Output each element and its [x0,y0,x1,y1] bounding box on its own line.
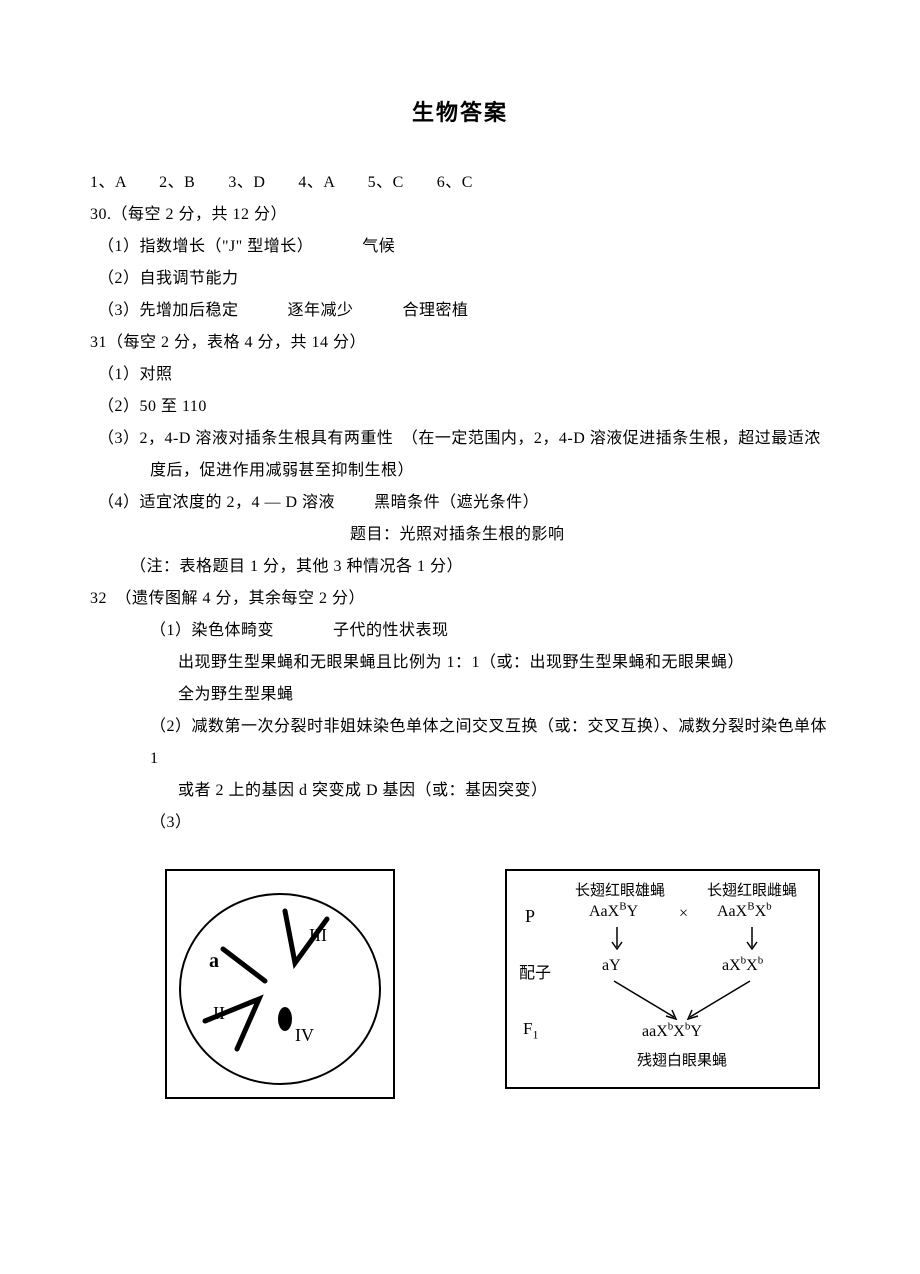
label-IV: IV [295,1025,314,1045]
arrow-down-right [742,925,762,953]
chromosome-a [223,949,265,981]
q32-1b: 子代的性状表现 [333,622,449,639]
q30-3b: 逐年减少 [288,302,354,319]
mc-answers: 1、A 2、B 3、D 4、A 5、C 6、C [90,167,830,199]
q32-header: 32 （遗传图解 4 分，其余每空 2 分） [90,583,830,615]
punnett-F1-label: F1 [523,1019,538,1042]
q31-note: （注：表格题目 1 分，其他 3 种情况各 1 分） [90,551,830,583]
punnett-P-female: AaXBXb [717,903,772,921]
punnett-diagram: 长翅红眼雄蝇 长翅红眼雌蝇 P AaXBY × AaXBXb 配子 aY aXb… [505,869,820,1089]
q30-header: 30.（每空 2 分，共 12 分） [90,199,830,231]
answer-document: 生物答案 1、A 2、B 3、D 4、A 5、C 6、C 30.（每空 2 分，… [0,0,920,1274]
q30-3: （3）先增加后稳定 逐年减少 合理密植 [90,295,830,327]
q31-4: （4）适宜浓度的 2，4 — D 溶液 黑暗条件（遮光条件） [90,487,830,519]
q31-2: （2）50 至 110 [90,391,830,423]
punnett-cross: × [679,905,688,923]
q32-1d: 全为野生型果蝇 [90,679,830,711]
q32-1: （1）染色体畸变 子代的性状表现 [90,615,830,647]
cell-membrane [180,894,380,1084]
punnett-P-label: P [525,906,535,927]
punnett-header-male: 长翅红眼雄蝇 [575,879,665,900]
label-III: III [309,925,327,945]
punnett-gamete-male: aY [602,957,621,975]
label-a: a [209,950,219,972]
q30-1: （1）指数增长（"J" 型增长） 气候 [90,231,830,263]
q32-2b: 或者 2 上的基因 d 突变成 D 基因（或：基因突变） [90,775,830,807]
q31-4b: 黑暗条件（遮光条件） [374,494,539,511]
figures-row: a II III IV 长翅红眼雄蝇 长翅红眼雌蝇 P AaXBY × AaXB… [90,869,830,1099]
q32-1c: 出现野生型果蝇和无眼果蝇且比例为 1：1（或：出现野生型果蝇和无眼果蝇） [90,647,830,679]
q30-1a: （1）指数增长（"J" 型增长） [98,238,313,255]
q31-center: 题目：光照对插条生根的影响 [90,519,830,551]
cell-diagram: a II III IV [165,869,395,1099]
q32-1a: （1）染色体畸变 [150,622,274,639]
punnett-gamete-label: 配子 [519,959,551,983]
page-title: 生物答案 [90,95,830,127]
label-II: II [213,1003,225,1023]
punnett-header-female: 长翅红眼雌蝇 [707,879,797,900]
q31-1: （1）对照 [90,359,830,391]
chromosome-IV [278,1007,292,1031]
q30-1b: 气候 [362,238,395,255]
q32-2a: （2）减数第一次分裂时非姐妹染色单体之间交叉互换（或：交叉互换）、减数分裂时染色… [90,711,830,775]
q30-3a: （3）先增加后稳定 [98,302,239,319]
q31-header: 31（每空 2 分，表格 4 分，共 14 分） [90,327,830,359]
q31-4a: （4）适宜浓度的 2，4 — D 溶液 [98,494,335,511]
q30-3c: 合理密植 [403,302,469,319]
punnett-F1-pheno: 残翅白眼果蝇 [637,1049,727,1070]
cell-svg: a II III IV [167,871,393,1097]
punnett-F1-geno: aaXbXbY [642,1023,702,1041]
q31-3b: 度后，促进作用减弱甚至抑制生根） [90,455,830,487]
q31-3a: （3）2，4-D 溶液对插条生根具有两重性 （在一定范围内，2，4-D 溶液促进… [90,423,830,455]
arrow-down-left [607,925,627,953]
arrow-converge [602,977,762,1025]
punnett-gamete-female: aXbXb [722,957,763,975]
punnett-P-male: AaXBY [589,903,638,921]
q30-2: （2）自我调节能力 [90,263,830,295]
q32-3: （3） [90,807,830,839]
